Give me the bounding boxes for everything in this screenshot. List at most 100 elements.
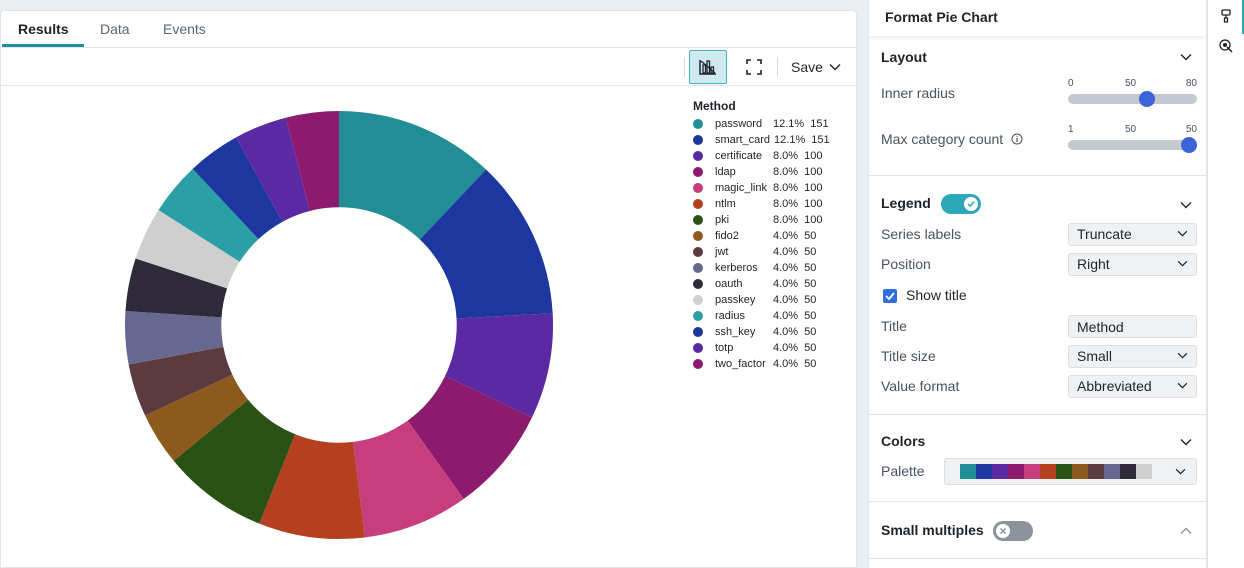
- legend-value: 50: [804, 342, 817, 354]
- legend-swatch: [693, 231, 703, 241]
- chart-settings-button[interactable]: [689, 50, 727, 84]
- legend-percent: 8.0%: [773, 198, 799, 210]
- slider-tick: 50: [1185, 124, 1197, 135]
- donut-chart: [125, 111, 553, 539]
- title-size-dropdown[interactable]: Small: [1068, 345, 1197, 368]
- pie-slice-oauth[interactable]: [125, 258, 228, 318]
- legend-item[interactable]: kerberos 4.0% 50: [693, 260, 830, 276]
- format-brush-icon[interactable]: [1218, 8, 1234, 24]
- legend-percent: 12.1%: [773, 118, 805, 130]
- legend-label: jwt: [715, 246, 729, 258]
- small-multiples-toggle[interactable]: [993, 521, 1033, 541]
- legend-item[interactable]: password 12.1% 151: [693, 116, 830, 132]
- fullscreen-button[interactable]: [735, 50, 773, 84]
- chart-area: [1, 87, 856, 567]
- legend-item[interactable]: totp 4.0% 50: [693, 340, 830, 356]
- drilldown-icon[interactable]: [1218, 38, 1234, 54]
- save-button[interactable]: Save: [784, 50, 848, 84]
- pie-slice-ssh_key[interactable]: [192, 137, 283, 240]
- legend-item[interactable]: two_factor 4.0% 50: [693, 356, 830, 372]
- legend-item[interactable]: pki 8.0% 100: [693, 212, 830, 228]
- pie-slice-jwt[interactable]: [128, 346, 233, 416]
- chevron-down-icon[interactable]: [1180, 438, 1192, 446]
- legend-swatch: [693, 263, 703, 273]
- legend-item[interactable]: passkey 4.0% 50: [693, 292, 830, 308]
- palette-swatch: [992, 464, 1008, 479]
- max-category-label: Max category count: [881, 131, 1023, 147]
- value-format-dropdown[interactable]: Abbreviated: [1068, 375, 1197, 398]
- palette-swatch: [1088, 464, 1104, 479]
- legend-title-input[interactable]: [1068, 315, 1197, 338]
- pie-slice-radius[interactable]: [158, 168, 259, 262]
- pie-slice-magic_link[interactable]: [353, 420, 464, 538]
- legend-value: 50: [804, 310, 817, 322]
- legend-item[interactable]: magic_link 8.0% 100: [693, 180, 830, 196]
- pie-slice-certificate[interactable]: [445, 313, 553, 418]
- legend-toggle[interactable]: [941, 194, 981, 214]
- legend-item[interactable]: ldap 8.0% 100: [693, 164, 830, 180]
- show-title-checkbox[interactable]: [883, 289, 897, 303]
- legend-item[interactable]: fido2 4.0% 50: [693, 228, 830, 244]
- pie-slice-totp[interactable]: [236, 117, 310, 222]
- legend-value: 100: [804, 198, 823, 210]
- format-panel: Format Pie Chart Layout Inner radius 0 5…: [868, 0, 1207, 568]
- legend-item[interactable]: oauth 4.0% 50: [693, 276, 830, 292]
- palette-dropdown[interactable]: [944, 458, 1197, 485]
- legend-percent: 4.0%: [773, 326, 799, 338]
- pie-slice-kerberos[interactable]: [125, 311, 224, 365]
- close-icon: [999, 527, 1007, 535]
- legend-label: totp: [715, 342, 734, 354]
- chevron-down-icon[interactable]: [1180, 53, 1192, 61]
- toggle-knob: [964, 197, 978, 211]
- slider-track[interactable]: [1068, 91, 1197, 107]
- slider-track[interactable]: [1068, 137, 1197, 153]
- chevron-down-icon[interactable]: [1180, 201, 1192, 209]
- show-title-label: Show title: [906, 287, 967, 303]
- max-category-slider[interactable]: 1 50 50: [1068, 124, 1197, 153]
- save-button-label: Save: [791, 59, 823, 75]
- slider-thumb[interactable]: [1181, 137, 1197, 153]
- legend-item[interactable]: ntlm 8.0% 100: [693, 196, 830, 212]
- series-labels-dropdown[interactable]: Truncate: [1068, 223, 1197, 246]
- legend-item[interactable]: jwt 4.0% 50: [693, 244, 830, 260]
- legend-item[interactable]: certificate 8.0% 100: [693, 148, 830, 164]
- position-dropdown[interactable]: Right: [1068, 253, 1197, 276]
- pie-slice-ntlm[interactable]: [259, 434, 365, 539]
- chevron-down-icon: [1177, 230, 1188, 237]
- legend-value: 100: [804, 214, 823, 226]
- chevron-down-icon: [1177, 352, 1188, 359]
- dropdown-value: Small: [1077, 348, 1113, 364]
- palette-swatch: [1136, 464, 1152, 479]
- legend-label: passkey: [715, 294, 756, 306]
- pie-slice-passkey[interactable]: [135, 210, 240, 289]
- palette-swatch: [976, 464, 992, 479]
- legend-item[interactable]: radius 4.0% 50: [693, 308, 830, 324]
- pie-slice-two_factor[interactable]: [285, 111, 339, 211]
- pie-slice-ldap[interactable]: [407, 375, 533, 499]
- legend-label: certificate: [715, 150, 763, 162]
- legend-item[interactable]: smart_card 12.1% 151: [693, 132, 830, 148]
- legend-swatch: [693, 135, 703, 145]
- small-multiples-section: Small multiples: [869, 502, 1206, 559]
- pie-slice-password[interactable]: [339, 111, 487, 240]
- legend-swatch: [693, 151, 703, 161]
- legend-swatch: [693, 215, 703, 225]
- chevron-up-icon[interactable]: [1180, 527, 1192, 535]
- inner-radius-slider[interactable]: 0 50 80: [1068, 78, 1197, 107]
- tab-results[interactable]: Results: [18, 21, 69, 37]
- tab-data[interactable]: Data: [100, 21, 130, 37]
- pie-slice-smart_card[interactable]: [419, 169, 553, 319]
- legend-item[interactable]: ssh_key 4.0% 50: [693, 324, 830, 340]
- palette-swatch: [1104, 464, 1120, 479]
- pie-slice-pki[interactable]: [173, 399, 296, 524]
- dropdown-value: Right: [1077, 256, 1110, 272]
- pie-slice-fido2[interactable]: [145, 374, 249, 461]
- palette-label: Palette: [881, 463, 925, 479]
- info-icon[interactable]: [1011, 133, 1023, 145]
- legend-value: 50: [804, 246, 817, 258]
- chevron-down-icon: [829, 64, 841, 71]
- legend-value: 100: [804, 166, 823, 178]
- slider-thumb[interactable]: [1138, 91, 1155, 107]
- max-category-label-text: Max category count: [881, 131, 1004, 147]
- tab-events[interactable]: Events: [163, 21, 206, 37]
